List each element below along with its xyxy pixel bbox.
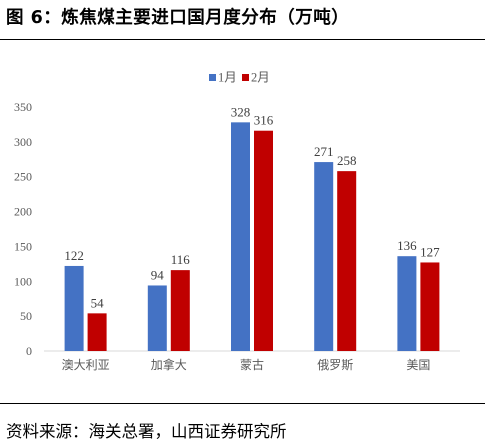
bar-series-2 xyxy=(420,262,440,351)
data-label: 122 xyxy=(64,248,84,263)
bar-series-1 xyxy=(231,122,250,351)
data-label: 328 xyxy=(231,104,251,119)
y-tick-label: 100 xyxy=(14,274,32,288)
bar-series-1 xyxy=(314,162,334,351)
x-category-label: 蒙古 xyxy=(240,357,264,372)
top-rule xyxy=(0,39,485,40)
x-category-label: 澳大利亚 xyxy=(62,358,110,372)
bottom-rule xyxy=(0,403,485,404)
data-label: 316 xyxy=(254,113,274,128)
source-note: 资料来源：海关总署，山西证券研究所 xyxy=(6,422,287,441)
y-tick-label: 50 xyxy=(20,309,32,323)
bar-series-1 xyxy=(64,265,84,351)
data-label: 116 xyxy=(171,252,191,267)
bars-layer xyxy=(64,122,440,351)
bar-series-2 xyxy=(170,270,190,351)
legend-swatch-1 xyxy=(209,74,216,81)
bar-series-2 xyxy=(337,171,357,351)
axis-layer: 0 50 100 150 200 250 300 350 澳大利亚 加拿大 蒙古 俄罗斯 美国 xyxy=(14,100,460,372)
y-tick-label: 200 xyxy=(14,205,32,219)
bar-series-1 xyxy=(397,256,417,351)
x-category-label: 俄罗斯 xyxy=(317,358,353,372)
legend: 1月 2月 xyxy=(209,71,270,85)
y-tick-label: 350 xyxy=(14,100,32,114)
data-label: 54 xyxy=(91,295,105,310)
y-tick-label: 150 xyxy=(14,239,32,253)
data-label: 258 xyxy=(337,153,357,168)
figure-title: 图 6：炼焦煤主要进口国月度分布（万吨） xyxy=(6,8,350,28)
y-tick-label: 300 xyxy=(14,135,32,149)
bar-series-2 xyxy=(87,313,107,351)
data-label: 127 xyxy=(420,244,440,259)
data-label: 271 xyxy=(314,144,334,159)
bar-series-2 xyxy=(254,130,273,351)
x-category-label: 加拿大 xyxy=(151,357,187,372)
y-tick-label: 0 xyxy=(26,344,32,358)
bar-series-1 xyxy=(147,285,167,351)
legend-label: 2月 xyxy=(251,71,270,85)
y-tick-label: 250 xyxy=(14,170,32,184)
data-label: 94 xyxy=(151,267,165,282)
legend-swatch-2 xyxy=(242,74,249,81)
x-category-label: 美国 xyxy=(406,358,430,372)
legend-label: 1月 xyxy=(218,71,237,85)
data-label: 136 xyxy=(397,238,417,253)
